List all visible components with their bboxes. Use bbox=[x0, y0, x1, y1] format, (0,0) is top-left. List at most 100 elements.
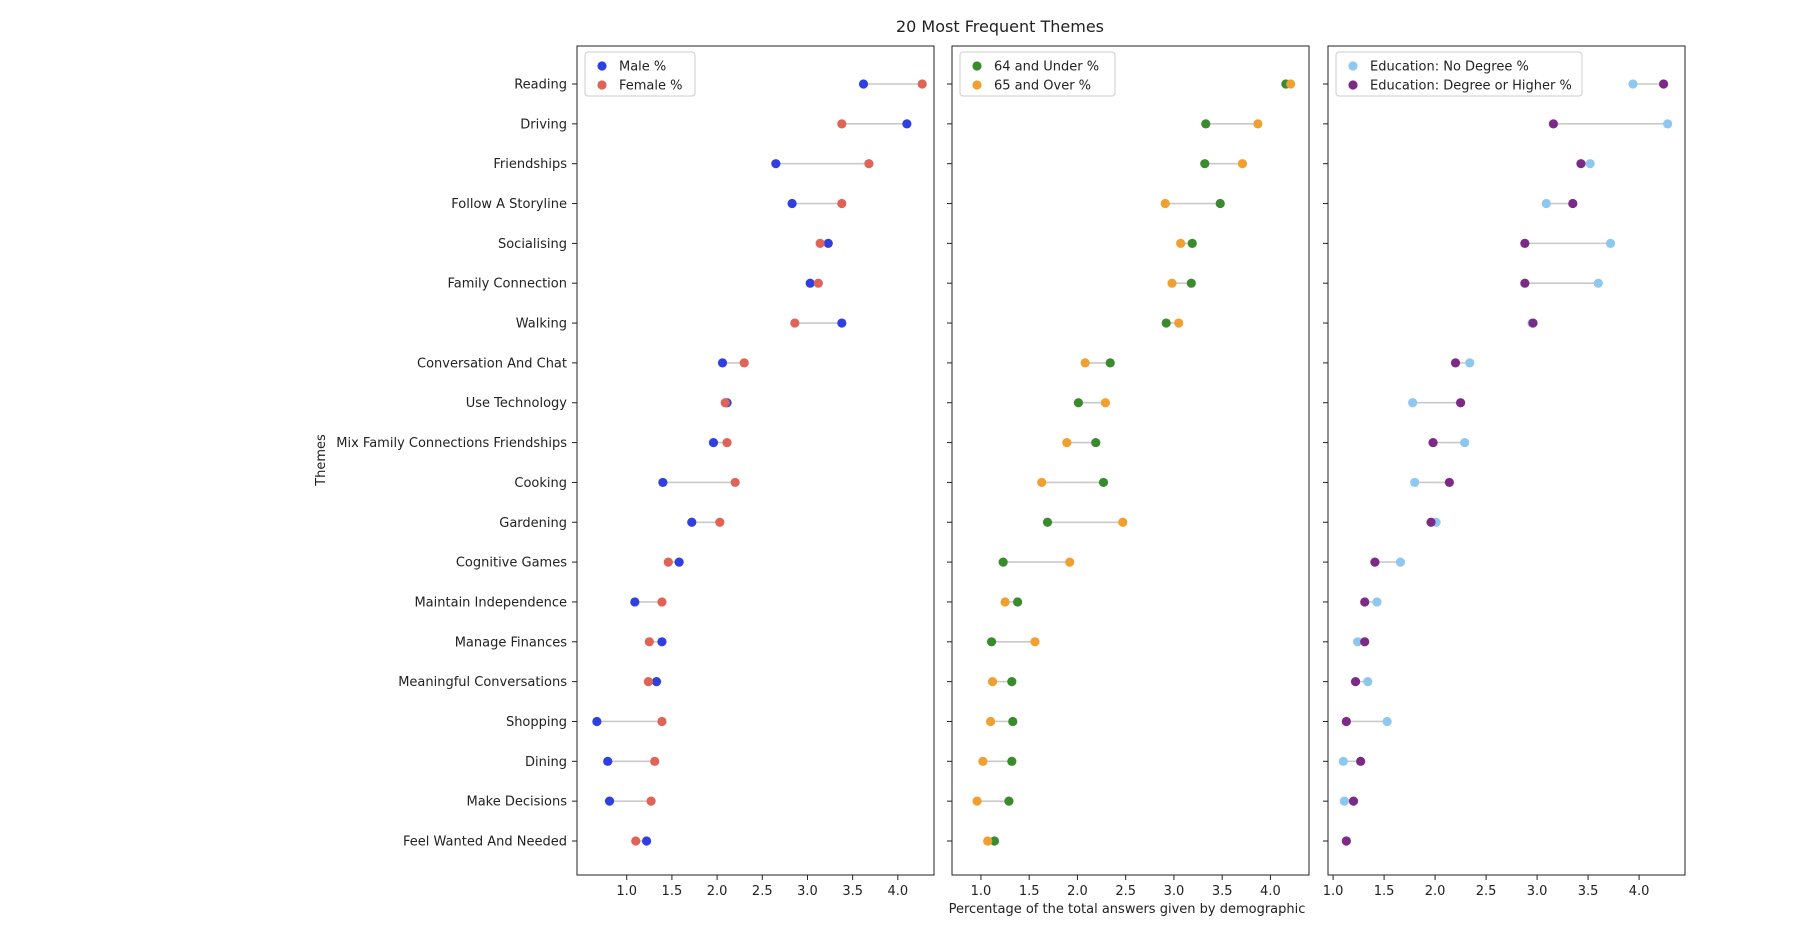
point-education-degree-or-higher-friendships bbox=[1576, 159, 1586, 169]
point-64-and-under-family-connection bbox=[1186, 278, 1196, 288]
point-65-and-over-gardening bbox=[1118, 517, 1128, 527]
point-education-degree-or-higher-follow-a-storyline bbox=[1568, 198, 1578, 209]
theme-label-conversation-and-chat: Conversation And Chat bbox=[417, 356, 567, 371]
legend-box bbox=[584, 51, 696, 97]
theme-label-manage-finances: Manage Finances bbox=[455, 635, 568, 650]
point-education-degree-or-higher-gardening bbox=[1426, 517, 1436, 527]
panel-1-xtick-label: 4.0 bbox=[888, 884, 909, 899]
chart-title: 20 Most Frequent Themes bbox=[896, 17, 1104, 36]
point-female-socialising bbox=[815, 238, 825, 248]
theme-label-driving: Driving bbox=[520, 117, 567, 132]
point-65-and-over-friendships bbox=[1237, 159, 1248, 169]
point-64-and-under-manage-finances bbox=[986, 637, 997, 647]
point-65-and-over-make-decisions bbox=[972, 796, 982, 806]
point-male-shopping bbox=[592, 716, 602, 727]
point-male-conversation-and-chat bbox=[717, 358, 728, 368]
point-education-no-degree-cognitive-games bbox=[1395, 557, 1406, 567]
point-education-no-degree-follow-a-storyline bbox=[1541, 198, 1551, 209]
point-64-and-under-walking bbox=[1161, 318, 1171, 328]
point-64-and-under-cooking bbox=[1098, 477, 1109, 488]
point-education-degree-or-higher-shopping bbox=[1341, 716, 1351, 727]
point-male-make-decisions bbox=[604, 796, 615, 806]
point-male-reading bbox=[858, 79, 869, 89]
point-female-driving bbox=[837, 119, 847, 129]
legend-label-64-and-under: 64 and Under % bbox=[994, 60, 1099, 75]
point-male-walking bbox=[837, 318, 847, 328]
point-64-and-under-follow-a-storyline bbox=[1215, 198, 1225, 209]
point-female-mix-family-connections-friendships bbox=[722, 437, 732, 448]
legend-box bbox=[959, 51, 1116, 97]
point-65-and-over-mix-family-connections-friendships bbox=[1062, 437, 1072, 448]
theme-label-feel-wanted-and-needed: Feel Wanted And Needed bbox=[403, 835, 567, 850]
point-education-no-degree-conversation-and-chat bbox=[1465, 358, 1475, 368]
point-male-feel-wanted-and-needed bbox=[641, 836, 652, 846]
point-female-manage-finances bbox=[644, 637, 654, 647]
point-education-degree-or-higher-cooking bbox=[1444, 477, 1454, 488]
panel-2-xtick-label: 4.0 bbox=[1260, 884, 1281, 899]
point-education-degree-or-higher-mix-family-connections-friendships bbox=[1428, 437, 1438, 448]
panel-3-xtick-label: 4.0 bbox=[1629, 884, 1650, 899]
point-education-degree-or-higher-use-technology bbox=[1456, 398, 1466, 408]
point-65-and-over-reading bbox=[1286, 79, 1296, 89]
theme-label-mix-family-connections-friendships: Mix Family Connections Friendships bbox=[336, 436, 567, 451]
point-education-degree-or-higher-reading bbox=[1658, 79, 1669, 89]
point-64-and-under-conversation-and-chat bbox=[1105, 358, 1115, 368]
panel-2-xtick-label: 3.5 bbox=[1212, 884, 1233, 899]
point-female-walking bbox=[790, 318, 800, 328]
panel-3-xtick-label: 1.0 bbox=[1323, 884, 1344, 899]
legend-marker-education-no-degree bbox=[1348, 61, 1358, 71]
point-male-driving bbox=[902, 119, 912, 129]
legend-label-male: Male % bbox=[619, 60, 666, 75]
panel-1-xtick-label: 1.5 bbox=[662, 884, 683, 899]
theme-label-use-technology: Use Technology bbox=[466, 396, 568, 411]
point-male-meaningful-conversations bbox=[651, 677, 662, 687]
point-64-and-under-use-technology bbox=[1073, 398, 1083, 408]
point-male-cognitive-games bbox=[674, 557, 684, 567]
panel-1-xtick-label: 2.0 bbox=[707, 884, 728, 899]
point-64-and-under-meaningful-conversations bbox=[1007, 677, 1017, 687]
point-64-and-under-cognitive-games bbox=[998, 557, 1008, 567]
panel-3-frame bbox=[1327, 45, 1686, 876]
point-65-and-over-maintain-independence bbox=[1000, 597, 1010, 607]
panel-2: 1.0 1.5 2.0 2.5 3.0 3.5 4.0 64 and Under % 65 an… bbox=[947, 45, 1310, 899]
panel-2-xtick-label: 1.5 bbox=[1019, 884, 1040, 899]
point-female-conversation-and-chat bbox=[739, 358, 749, 368]
legend-panel-1: Male % Female % bbox=[584, 51, 696, 97]
point-education-no-degree-meaningful-conversations bbox=[1363, 677, 1373, 687]
point-education-no-degree-mix-family-connections-friendships bbox=[1460, 437, 1470, 448]
theme-label-reading: Reading bbox=[514, 78, 567, 93]
legend-panel-3: Education: No Degree % Education: Degree … bbox=[1335, 51, 1583, 97]
point-education-no-degree-friendships bbox=[1585, 159, 1595, 169]
theme-label-maintain-independence: Maintain Independence bbox=[414, 595, 567, 610]
point-male-gardening bbox=[687, 517, 697, 527]
point-65-and-over-use-technology bbox=[1100, 398, 1111, 408]
point-64-and-under-socialising bbox=[1187, 238, 1197, 248]
legend-box bbox=[1335, 51, 1583, 97]
point-65-and-over-feel-wanted-and-needed bbox=[983, 836, 993, 846]
theme-label-follow-a-storyline: Follow A Storyline bbox=[451, 197, 567, 212]
point-female-maintain-independence bbox=[657, 597, 667, 607]
point-education-degree-or-higher-dining bbox=[1356, 756, 1366, 766]
point-education-no-degree-socialising bbox=[1605, 238, 1616, 248]
point-education-degree-or-higher-maintain-independence bbox=[1360, 597, 1370, 607]
point-female-feel-wanted-and-needed bbox=[631, 836, 641, 846]
point-female-meaningful-conversations bbox=[643, 677, 654, 687]
point-education-no-degree-cooking bbox=[1410, 477, 1420, 488]
panel-1-xtick-label: 3.0 bbox=[797, 884, 818, 899]
legend-marker-male bbox=[597, 61, 607, 71]
legend-marker-65-and-over bbox=[972, 80, 982, 90]
point-education-no-degree-manage-finances bbox=[1352, 637, 1363, 647]
theme-label-family-connection: Family Connection bbox=[447, 277, 567, 292]
panel-1-xtick-label: 1.0 bbox=[616, 884, 637, 899]
point-65-and-over-family-connection bbox=[1167, 278, 1177, 288]
theme-labels: Reading Driving Friendships Follow A Storyl… bbox=[336, 78, 567, 850]
point-female-cognitive-games bbox=[663, 557, 673, 567]
panel-2-xtick-label: 1.0 bbox=[971, 884, 992, 899]
point-education-degree-or-higher-make-decisions bbox=[1348, 796, 1359, 806]
point-female-family-connection bbox=[813, 278, 823, 288]
theme-label-cooking: Cooking bbox=[514, 476, 567, 491]
point-female-reading bbox=[917, 79, 927, 89]
point-male-follow-a-storyline bbox=[787, 198, 797, 209]
